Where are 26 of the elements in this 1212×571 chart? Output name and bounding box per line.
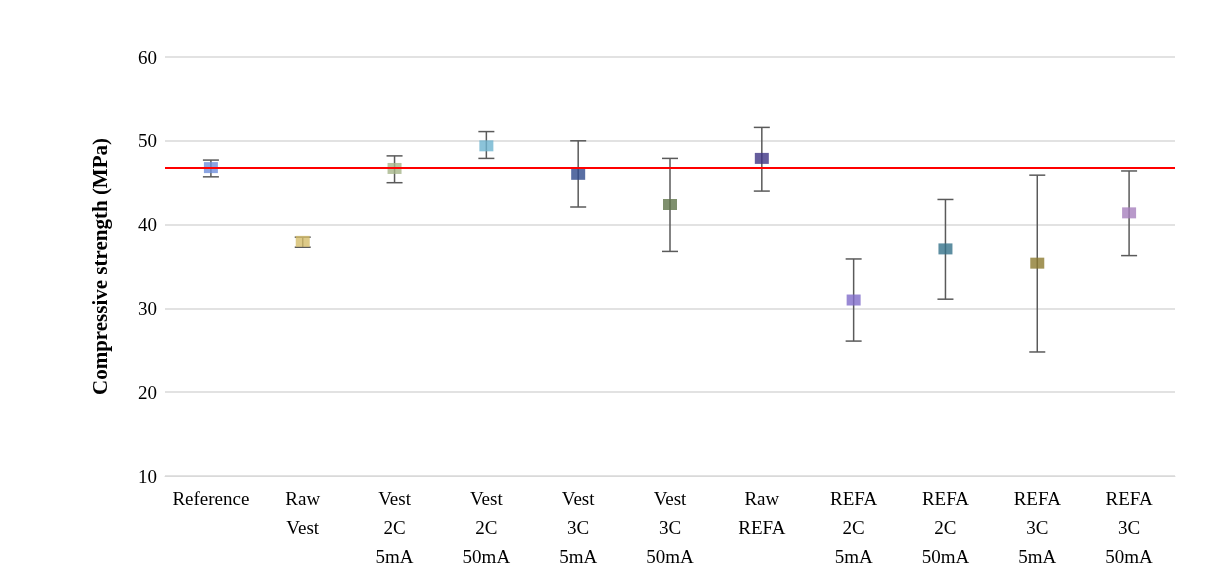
- y-tick-label: 30: [138, 297, 157, 319]
- x-tick-label: REFA 3C 50mA: [1105, 488, 1154, 567]
- x-tick-label: Vest 3C 50mA: [646, 488, 695, 567]
- point: [1122, 207, 1137, 219]
- x-tick-label: Vest 2C 5mA: [375, 488, 414, 567]
- y-tick-label: 50: [138, 130, 157, 152]
- x-tick-label: Raw REFA: [738, 488, 786, 538]
- x-tick-label: Vest 3C 5mA: [559, 488, 598, 567]
- x-tick-label: Raw Vest: [285, 488, 321, 538]
- point: [938, 243, 953, 255]
- y-tick-label: 60: [138, 46, 157, 68]
- point: [1030, 257, 1045, 269]
- point: [663, 198, 677, 210]
- y-tick-label: 40: [138, 214, 157, 236]
- x-tick-label: Reference: [172, 488, 250, 509]
- point: [754, 152, 769, 164]
- x-tick-label: REFA 2C 50mA: [921, 488, 970, 567]
- y-tick-label: 10: [138, 465, 157, 487]
- y-tick-label: 20: [138, 381, 157, 403]
- point: [846, 294, 861, 306]
- x-tick-label: REFA 3C 5mA: [1013, 488, 1062, 567]
- point: [479, 140, 494, 152]
- point: [571, 168, 586, 180]
- y-axis-title: Compressive strength (MPa): [87, 137, 112, 396]
- x-tick-label: Vest 2C 50mA: [462, 488, 511, 567]
- x-tick-label: REFA 2C 5mA: [830, 488, 878, 567]
